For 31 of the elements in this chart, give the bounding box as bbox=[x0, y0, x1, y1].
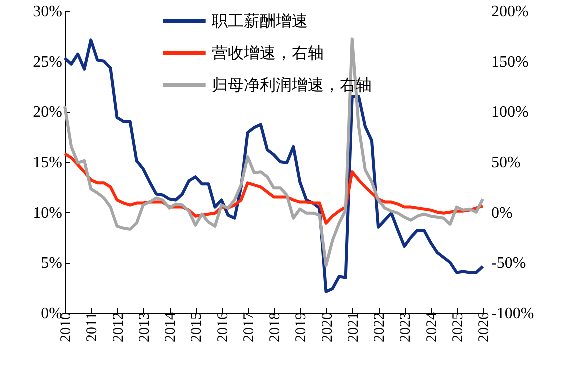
x-tick-label: 2021 bbox=[346, 312, 362, 342]
y-tick-label: 0% bbox=[41, 306, 62, 322]
y2-tick-label: 50% bbox=[492, 154, 521, 172]
legend-label: 归母净利润增速，右轴 bbox=[212, 76, 372, 94]
y-tick-label: 25% bbox=[33, 54, 62, 71]
x-tick-label: 2012 bbox=[110, 312, 127, 342]
y2-tick-label: -50% bbox=[492, 255, 526, 272]
y-tick-label: 30% bbox=[33, 4, 62, 20]
x-tick-label: 2025 bbox=[450, 312, 466, 342]
x-tick-label: 2023 bbox=[398, 312, 414, 342]
y-tick-label: 20% bbox=[33, 104, 62, 122]
y2-tick-label: 0% bbox=[492, 204, 513, 222]
legend-label: 职工薪酬增速 bbox=[212, 12, 308, 30]
y2-tick-label: 150% bbox=[492, 54, 529, 71]
x-tick-label: 2024 bbox=[424, 312, 440, 342]
x-tick-label: 2014 bbox=[163, 312, 179, 342]
y-tick-label: 10% bbox=[33, 204, 62, 222]
legend-label: 营收增速，右轴 bbox=[212, 44, 324, 62]
y2-tick-label: 100% bbox=[492, 104, 529, 122]
y-tick-label: 5% bbox=[41, 255, 62, 272]
x-tick-label: 2017 bbox=[241, 312, 258, 342]
x-tick-label: 2022 bbox=[372, 312, 388, 342]
y2-tick-label: 200% bbox=[492, 4, 529, 20]
x-tick-label: 2013 bbox=[136, 312, 153, 342]
x-tick-label: 2016 bbox=[215, 312, 232, 342]
x-tick-label: 2018 bbox=[268, 312, 284, 342]
x-tick-label: 2015 bbox=[189, 312, 206, 342]
y-tick-label: 15% bbox=[33, 154, 62, 172]
x-tick-label: 2011 bbox=[84, 312, 101, 342]
y2-tick-label: -100% bbox=[492, 306, 534, 322]
x-tick-label: 2026 bbox=[476, 312, 492, 342]
